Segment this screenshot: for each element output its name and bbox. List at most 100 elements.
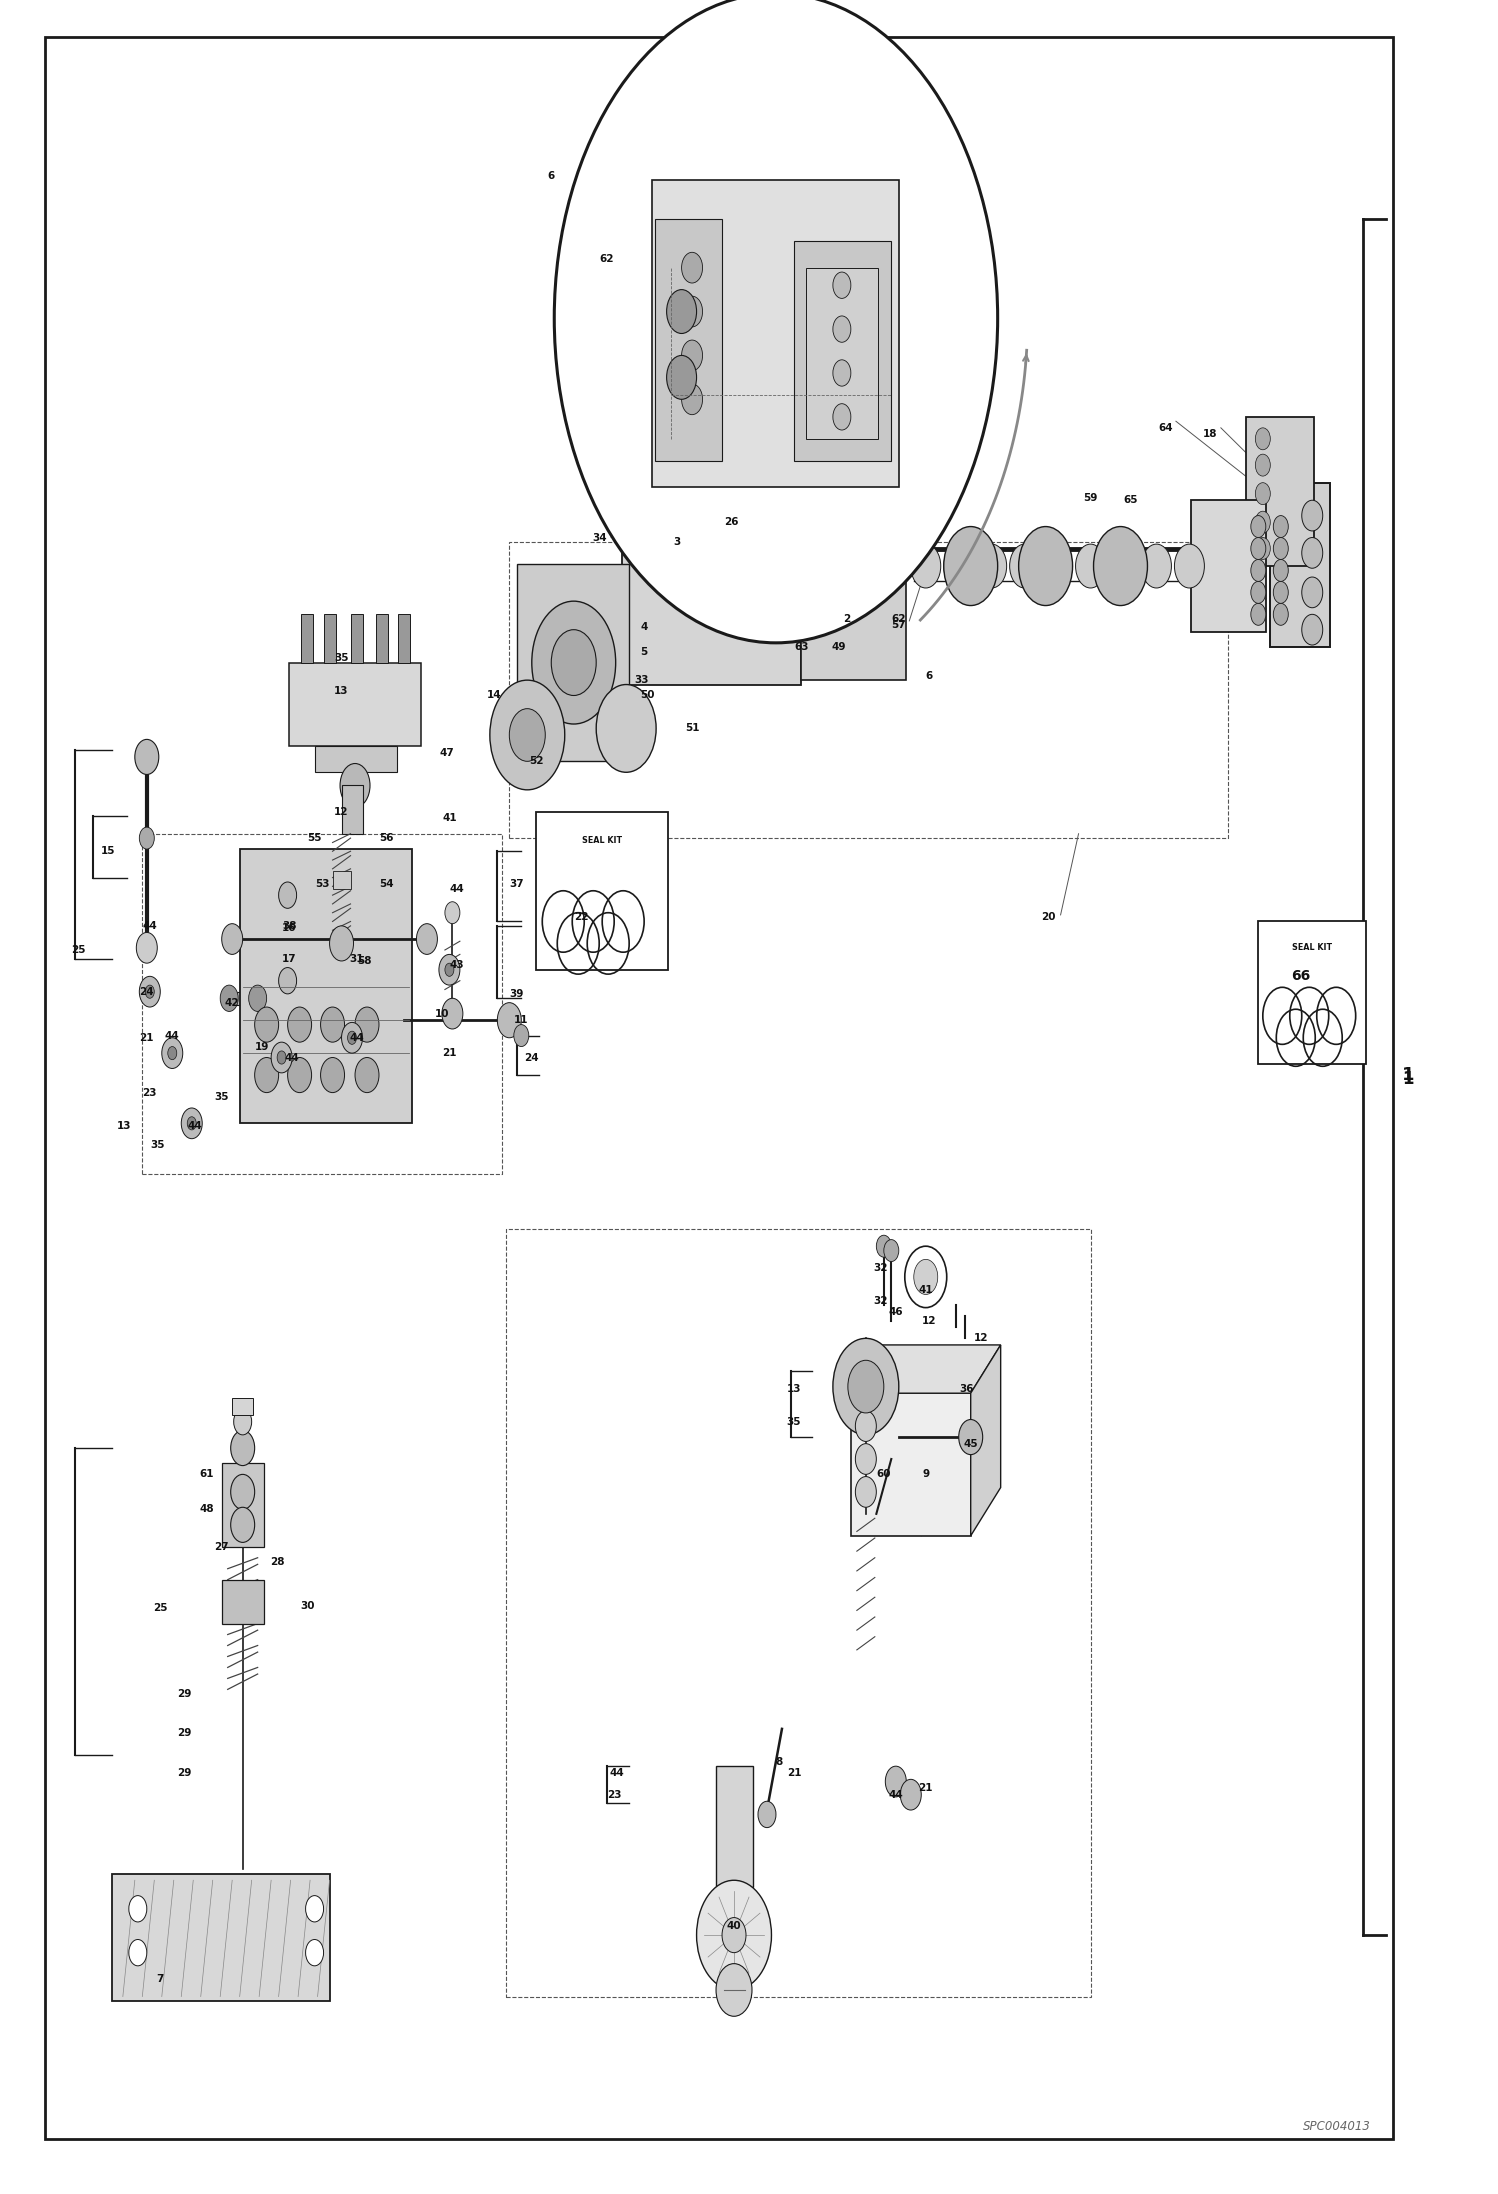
Text: 35: 35 [786,1417,801,1426]
Circle shape [1273,559,1288,581]
Text: 50: 50 [640,691,655,700]
Circle shape [1174,544,1204,588]
Text: 63: 63 [794,643,809,652]
Text: 12: 12 [921,1316,936,1325]
Text: 38: 38 [282,921,297,930]
Text: 47: 47 [439,748,454,757]
Text: 8: 8 [776,1757,782,1766]
Circle shape [682,384,703,415]
Text: 24: 24 [139,987,154,996]
Circle shape [596,685,656,772]
Circle shape [135,739,159,774]
Circle shape [1251,516,1266,538]
Circle shape [255,1007,279,1042]
Text: 45: 45 [963,1439,978,1448]
Text: 24: 24 [524,1053,539,1062]
Text: 59: 59 [1083,494,1098,502]
Text: 4: 4 [641,623,647,632]
Text: 9: 9 [923,1470,929,1479]
Circle shape [162,1038,183,1068]
Bar [536,812,668,970]
Circle shape [1251,581,1266,603]
Bar [324,614,336,663]
Text: 37: 37 [509,880,524,889]
Text: 3: 3 [674,538,680,546]
Text: 28: 28 [270,1558,285,1567]
Text: 44: 44 [349,1033,364,1042]
Circle shape [348,1031,357,1044]
Circle shape [220,985,238,1011]
Bar [509,542,1228,838]
Text: 32: 32 [873,1264,888,1273]
Circle shape [1251,559,1266,581]
Circle shape [490,680,565,790]
Text: 44: 44 [449,884,464,893]
Circle shape [855,1444,876,1474]
Bar [801,487,906,680]
Bar [1191,500,1266,632]
Circle shape [255,1058,279,1093]
Circle shape [1019,527,1073,606]
Bar [517,564,629,761]
Circle shape [667,355,697,399]
Text: 64: 64 [1158,423,1173,432]
Circle shape [667,290,697,333]
Circle shape [833,272,851,298]
Bar [301,614,313,663]
Circle shape [1094,527,1147,606]
Circle shape [1302,500,1323,531]
Bar [716,1766,753,1887]
Bar [315,746,397,772]
Text: 6: 6 [548,171,554,180]
Circle shape [944,527,998,606]
Text: 29: 29 [177,1729,192,1738]
Circle shape [234,1409,252,1435]
Circle shape [1141,544,1171,588]
Circle shape [271,1042,292,1073]
Text: 18: 18 [1203,430,1218,439]
Circle shape [514,1025,529,1047]
Circle shape [181,1108,202,1139]
Text: 20: 20 [1041,913,1056,921]
Circle shape [758,1801,776,1828]
Circle shape [129,1896,147,1922]
Circle shape [1273,538,1288,559]
Text: 31: 31 [349,954,364,963]
Circle shape [977,544,1007,588]
Text: 44: 44 [610,1768,625,1777]
Text: 21: 21 [918,1784,933,1792]
Circle shape [833,1338,899,1435]
Text: SEAL KIT: SEAL KIT [583,836,622,845]
Text: 17: 17 [282,954,297,963]
Bar [222,1463,264,1547]
Text: 26: 26 [724,518,739,527]
Text: 44: 44 [285,1053,300,1062]
Circle shape [355,1058,379,1093]
Text: 44: 44 [671,281,686,290]
Text: 19: 19 [255,1042,270,1051]
Circle shape [885,1766,906,1797]
Circle shape [884,1240,899,1262]
Circle shape [445,902,460,924]
Circle shape [139,976,160,1007]
Text: 1: 1 [1402,1071,1414,1088]
Circle shape [439,954,460,985]
Circle shape [509,709,545,761]
Bar [112,1874,330,2001]
Bar [240,849,412,1123]
Text: 57: 57 [891,621,906,630]
Circle shape [1273,581,1288,603]
Bar [351,614,363,663]
Circle shape [855,1477,876,1507]
Bar [806,268,878,439]
Circle shape [168,1047,177,1060]
Circle shape [355,1007,379,1042]
Circle shape [959,1420,983,1455]
Circle shape [1302,577,1323,608]
Circle shape [1273,516,1288,538]
Circle shape [231,1430,255,1466]
Text: 13: 13 [786,1384,801,1393]
Text: 52: 52 [529,757,544,766]
Circle shape [1273,603,1288,625]
Circle shape [833,316,851,342]
